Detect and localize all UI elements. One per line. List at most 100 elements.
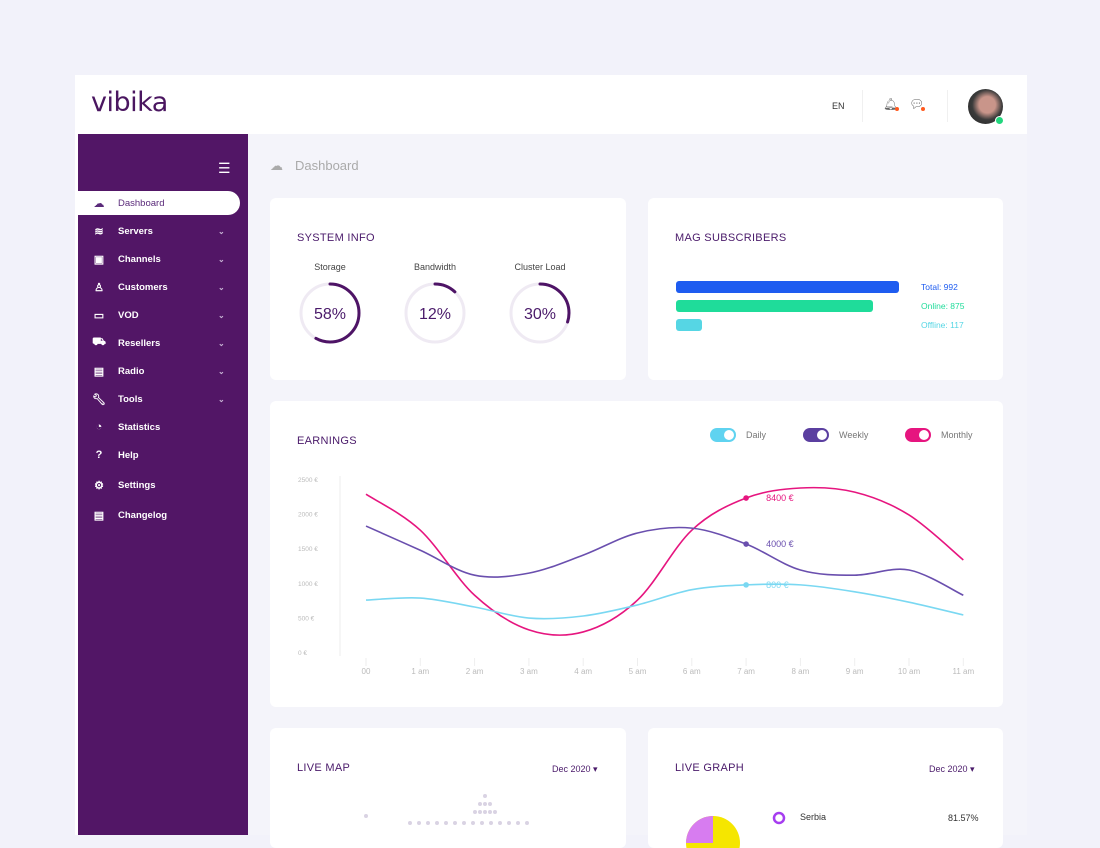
sidebar-item-label: Radio xyxy=(118,365,145,377)
sidebar-item-label: Help xyxy=(118,449,139,461)
sidebar-item-statistics[interactable]: ◔ Statistics xyxy=(78,415,248,439)
live-map-card: LIVE MAP Dec 2020 ▾ xyxy=(270,728,626,848)
legend-value: 81.57% xyxy=(948,813,979,823)
x-tick-label: 8 am xyxy=(792,667,810,676)
sidebar: ☰ ☁ Dashboard ≋ Servers ⌄ ▣ Channels ⌄ ♙ Customer… xyxy=(78,134,248,835)
sidebar-item-label: VOD xyxy=(118,309,139,321)
online-status-dot xyxy=(995,116,1004,125)
gauge-cluster-load: Cluster Load 30% xyxy=(505,262,575,346)
sidebar-item-radio[interactable]: ▤ Radio ⌄ xyxy=(78,359,248,383)
legend-marker xyxy=(772,811,786,825)
menu-toggle-icon[interactable]: ☰ xyxy=(218,160,231,176)
toggle-daily[interactable]: Daily xyxy=(710,428,766,442)
gauge-value: 12% xyxy=(419,306,451,323)
map-dot xyxy=(498,821,502,825)
map-dot xyxy=(483,810,487,814)
toggle-label: Monthly xyxy=(941,430,973,440)
chat-icon[interactable]: 💬︎ xyxy=(909,97,925,111)
live-graph-card: LIVE GRAPH Dec 2020 ▾ Serbia 81.57% xyxy=(648,728,1003,848)
x-tick-label: 9 am xyxy=(846,667,864,676)
map-dot xyxy=(408,821,412,825)
cart-icon: ⛟ xyxy=(92,336,106,348)
x-tick-label: 10 am xyxy=(898,667,921,676)
bar-label: Total: 992 xyxy=(921,282,958,292)
sidebar-item-vod[interactable]: ▭ VOD ⌄ xyxy=(78,303,248,327)
gauge-label: Cluster Load xyxy=(514,262,566,272)
sidebar-item-dashboard[interactable]: ☁ Dashboard xyxy=(78,191,240,215)
x-tick-label: 3 am xyxy=(520,667,538,676)
sidebar-item-help[interactable]: ? Help xyxy=(78,443,248,467)
caret-down-icon: ▾ xyxy=(970,764,975,774)
y-tick-label: 1000 € xyxy=(298,581,318,588)
period-value: Dec 2020 xyxy=(552,764,591,774)
chevron-down-icon[interactable]: ⌄ xyxy=(218,282,225,292)
mag-subscribers-card: MAG SUBSCRIBERS Total: 992 Online: 875 Off… xyxy=(648,198,1003,380)
map-dot xyxy=(462,821,466,825)
map-dot xyxy=(478,810,482,814)
series-marker[interactable] xyxy=(743,541,749,547)
marker-label: 4000 € xyxy=(766,539,794,549)
marker-label: 8400 € xyxy=(766,493,794,503)
gauge-label: Storage xyxy=(314,262,346,272)
card-title: LIVE GRAPH xyxy=(675,762,745,774)
sidebar-item-channels[interactable]: ▣ Channels ⌄ xyxy=(78,247,248,271)
x-tick-label: 6 am xyxy=(683,667,701,676)
question-icon: ? xyxy=(95,449,103,461)
series-marker[interactable] xyxy=(743,582,749,588)
logo[interactable]: vibika xyxy=(91,87,168,118)
toggle-switch[interactable] xyxy=(803,428,829,442)
toggle-weekly[interactable]: Weekly xyxy=(803,428,868,442)
sidebar-item-tools[interactable]: 🔧︎ Tools ⌄ xyxy=(78,387,248,411)
map-dot xyxy=(471,821,475,825)
chevron-down-icon[interactable]: ⌄ xyxy=(218,394,225,404)
x-tick-label: 00 xyxy=(362,667,371,676)
sidebar-item-resellers[interactable]: ⛟ Resellers ⌄ xyxy=(78,331,248,355)
sidebar-item-customers[interactable]: ♙ Customers ⌄ xyxy=(78,275,248,299)
y-tick-label: 0 € xyxy=(298,650,307,657)
clock-chart-icon: ◔ xyxy=(95,421,103,433)
page-title: Dashboard xyxy=(295,158,359,173)
chevron-down-icon[interactable]: ⌄ xyxy=(218,338,225,348)
card-title: EARNINGS xyxy=(297,435,357,447)
map-dot xyxy=(473,810,477,814)
tv-icon: ▣ xyxy=(93,253,105,266)
pie-chart xyxy=(686,811,786,848)
chevron-down-icon[interactable]: ⌄ xyxy=(218,254,225,264)
toggle-switch[interactable] xyxy=(905,428,931,442)
map-dot xyxy=(488,802,492,806)
y-tick-label: 1500 € xyxy=(298,546,318,553)
x-tick-label: 5 am xyxy=(629,667,647,676)
toggle-switch[interactable] xyxy=(710,428,736,442)
period-dropdown[interactable]: Dec 2020 ▾ xyxy=(552,764,598,775)
sidebar-item-label: Customers xyxy=(118,281,168,293)
x-tick-label: 1 am xyxy=(411,667,429,676)
bar-label: Online: 875 xyxy=(921,301,965,311)
map-dot xyxy=(507,821,511,825)
chevron-down-icon[interactable]: ⌄ xyxy=(218,226,225,236)
bar-offline xyxy=(676,319,703,331)
layers-icon: ≋ xyxy=(94,225,104,238)
radio-icon: ▤ xyxy=(93,365,105,378)
chevron-down-icon[interactable]: ⌄ xyxy=(218,310,225,320)
map-dot xyxy=(489,821,493,825)
divider xyxy=(947,90,948,122)
y-tick-label: 2000 € xyxy=(298,512,318,519)
gauge-value: 58% xyxy=(314,306,346,323)
sidebar-item-servers[interactable]: ≋ Servers ⌄ xyxy=(78,219,248,243)
sidebar-item-changelog[interactable]: ▤ Changelog xyxy=(78,503,248,527)
bar-total xyxy=(676,281,899,293)
sidebar-item-label: Statistics xyxy=(118,421,161,433)
toggle-monthly[interactable]: Monthly xyxy=(905,428,973,442)
chevron-down-icon[interactable]: ⌄ xyxy=(218,366,225,376)
x-tick-label: 4 am xyxy=(574,667,592,676)
map-dot xyxy=(426,821,430,825)
sidebar-item-settings[interactable]: ⚙ Settings xyxy=(78,473,248,497)
period-dropdown[interactable]: Dec 2020 ▾ xyxy=(929,764,975,775)
series-marker[interactable] xyxy=(743,495,749,501)
language-selector[interactable]: EN xyxy=(832,101,845,111)
map-dot xyxy=(516,821,520,825)
map-dot xyxy=(453,821,457,825)
earnings-card: EARNINGS Daily Weekly Monthly 0 € 500 € 1000… xyxy=(270,401,1003,707)
gauge-label: Bandwidth xyxy=(413,262,457,272)
bell-icon[interactable]: 🔔︎ xyxy=(883,97,899,111)
